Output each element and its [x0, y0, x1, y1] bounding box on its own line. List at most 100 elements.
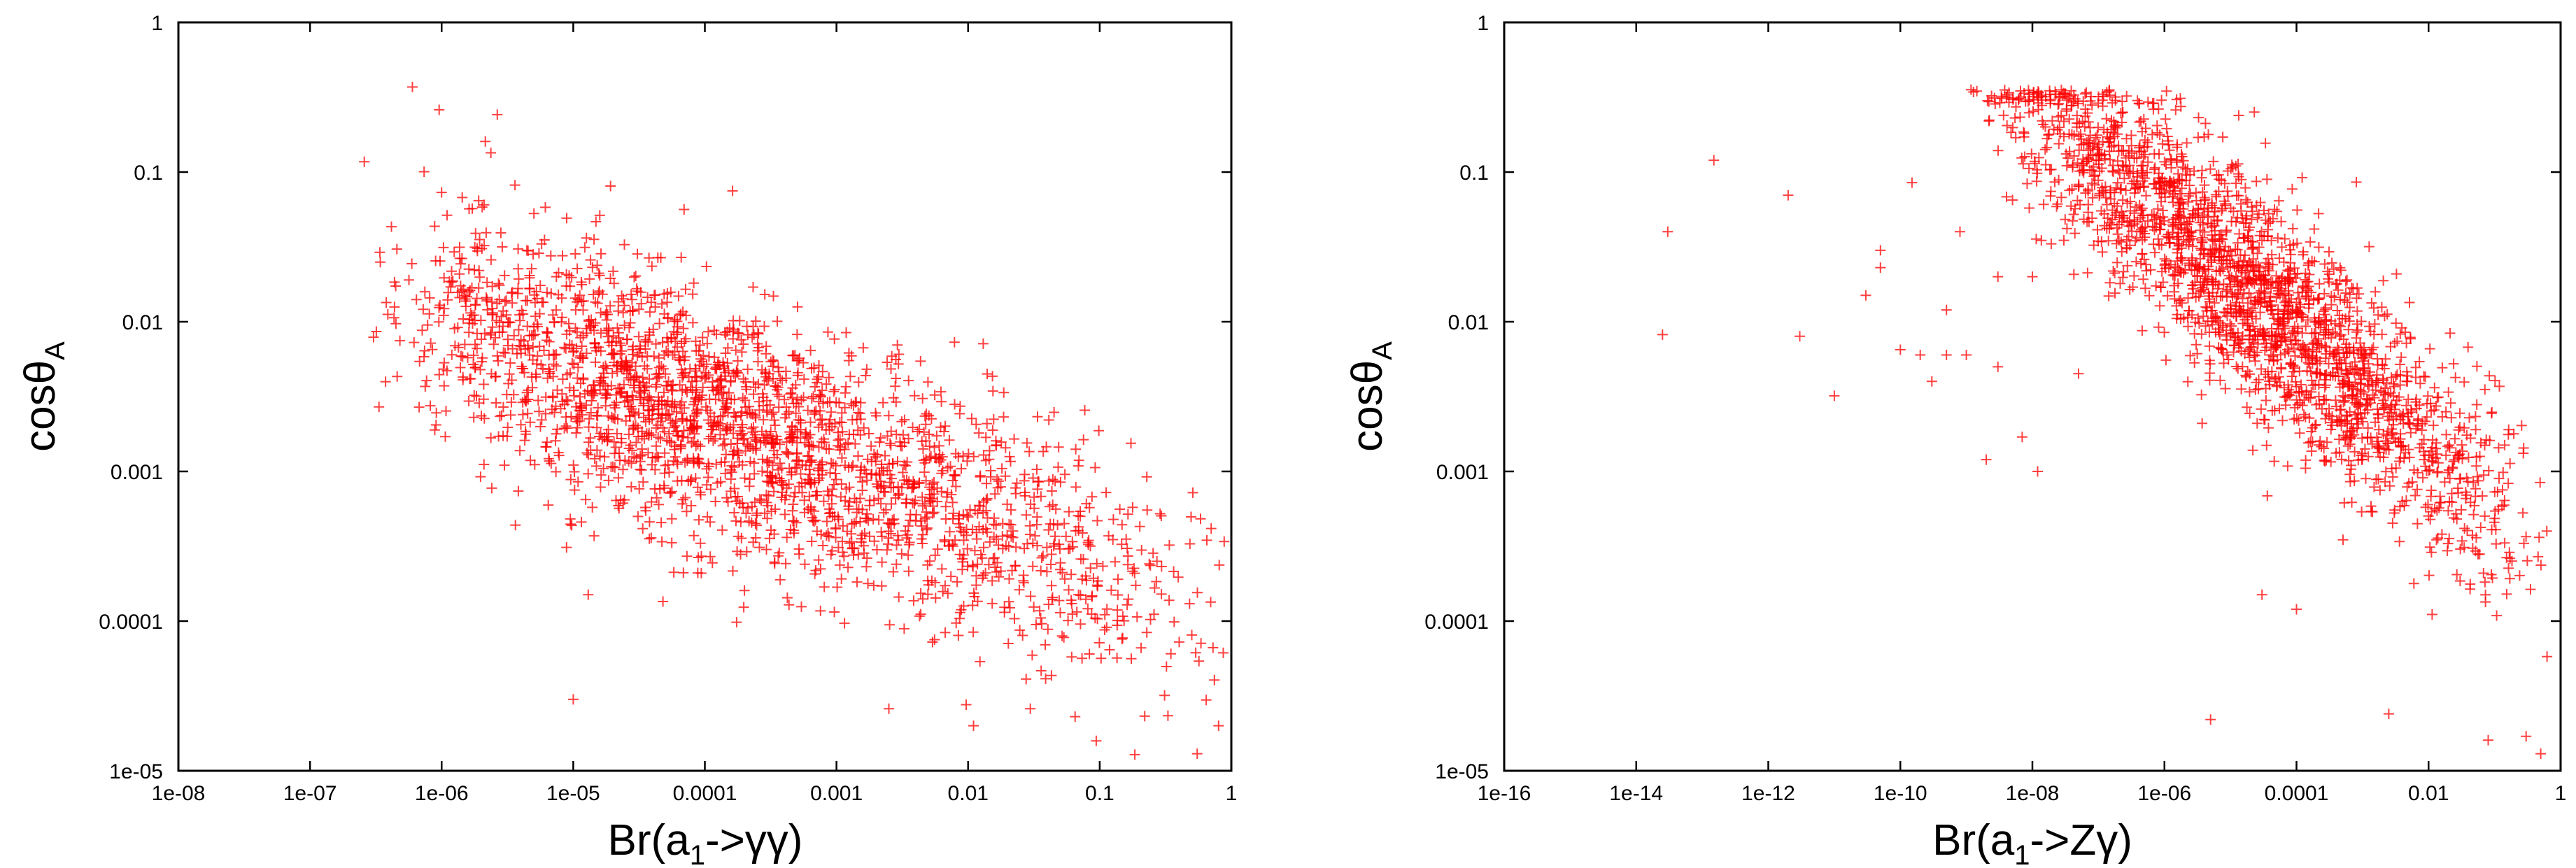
data-point — [615, 387, 625, 399]
data-point — [2193, 204, 2204, 215]
data-point — [602, 389, 613, 400]
data-point — [612, 322, 623, 334]
data-point — [2391, 369, 2402, 380]
data-point — [1063, 584, 1074, 595]
data-point — [856, 462, 867, 473]
data-point — [2039, 144, 2051, 155]
data-point — [2172, 142, 2183, 153]
data-point — [425, 400, 436, 411]
scatter-points-gamma-gamma — [359, 81, 1230, 760]
data-point — [956, 526, 966, 536]
data-point — [636, 298, 647, 309]
data-point — [2250, 331, 2261, 342]
data-point — [1026, 650, 1038, 661]
data-point — [2164, 145, 2175, 156]
data-point — [2388, 419, 2399, 430]
data-point — [829, 384, 840, 395]
data-point — [719, 360, 729, 371]
data-point — [903, 550, 914, 561]
data-point — [899, 475, 910, 486]
data-point — [2309, 379, 2321, 390]
data-point — [2177, 151, 2188, 162]
data-point — [689, 371, 700, 382]
data-point — [1131, 611, 1142, 622]
data-point — [864, 531, 875, 542]
data-point — [1043, 476, 1054, 487]
data-point — [2141, 190, 2151, 201]
data-point — [2256, 589, 2267, 600]
data-point — [494, 411, 505, 422]
data-point — [2221, 350, 2232, 360]
data-point — [2195, 285, 2207, 297]
data-point — [945, 571, 956, 582]
data-point — [2499, 537, 2510, 548]
data-point — [986, 598, 998, 609]
data-point — [669, 444, 680, 455]
data-point — [2277, 241, 2287, 252]
data-point — [1002, 529, 1013, 541]
data-point — [561, 542, 572, 553]
data-point — [2334, 355, 2345, 366]
data-point — [2058, 235, 2069, 246]
data-point — [797, 487, 807, 498]
data-point — [2237, 277, 2248, 288]
data-point — [2484, 435, 2496, 446]
data-point — [2125, 220, 2137, 232]
data-point — [604, 300, 616, 311]
data-point — [1043, 415, 1054, 425]
data-point — [696, 394, 707, 406]
data-point — [2315, 369, 2326, 379]
data-point — [2242, 401, 2253, 413]
data-point — [814, 360, 824, 371]
data-point — [730, 411, 741, 422]
data-point — [927, 508, 938, 519]
data-point — [2244, 386, 2255, 397]
data-point — [919, 427, 930, 438]
data-point — [813, 462, 824, 474]
data-point — [2346, 460, 2356, 471]
data-point — [2022, 178, 2032, 189]
data-point — [2121, 185, 2132, 196]
data-point — [449, 323, 460, 334]
y-tick-label: 0.001 — [111, 461, 163, 484]
data-point — [560, 420, 572, 432]
data-point — [2367, 379, 2378, 390]
data-point — [2340, 358, 2351, 369]
data-point — [2456, 535, 2468, 546]
data-point — [977, 507, 989, 518]
data-point — [694, 457, 705, 469]
data-point — [2151, 211, 2162, 222]
data-point — [2479, 511, 2491, 522]
data-point — [917, 593, 928, 604]
data-point — [864, 500, 875, 511]
data-point — [2218, 357, 2229, 369]
data-point — [2140, 123, 2151, 134]
data-point — [1038, 446, 1049, 457]
data-point — [998, 411, 1009, 422]
data-point — [2352, 397, 2363, 408]
data-point — [2344, 425, 2356, 436]
data-point — [1163, 539, 1175, 550]
data-point — [1043, 525, 1054, 536]
data-point — [720, 371, 730, 382]
data-point — [825, 467, 835, 478]
data-point — [744, 401, 755, 412]
data-point — [2501, 588, 2512, 599]
data-point — [818, 398, 828, 409]
data-point — [2214, 318, 2225, 329]
data-point — [2284, 244, 2295, 255]
data-point — [681, 387, 693, 398]
data-point — [2281, 390, 2293, 401]
data-point — [853, 450, 863, 462]
data-point — [2321, 348, 2332, 360]
data-point — [1004, 451, 1015, 462]
data-point — [542, 373, 553, 384]
data-point — [1151, 576, 1162, 587]
data-point — [2264, 376, 2275, 387]
data-point — [2478, 568, 2489, 578]
data-point — [774, 373, 786, 384]
data-point — [971, 527, 982, 538]
y-tick-label: 0.001 — [1436, 461, 1489, 484]
data-point — [1003, 638, 1014, 649]
data-point — [717, 410, 728, 421]
